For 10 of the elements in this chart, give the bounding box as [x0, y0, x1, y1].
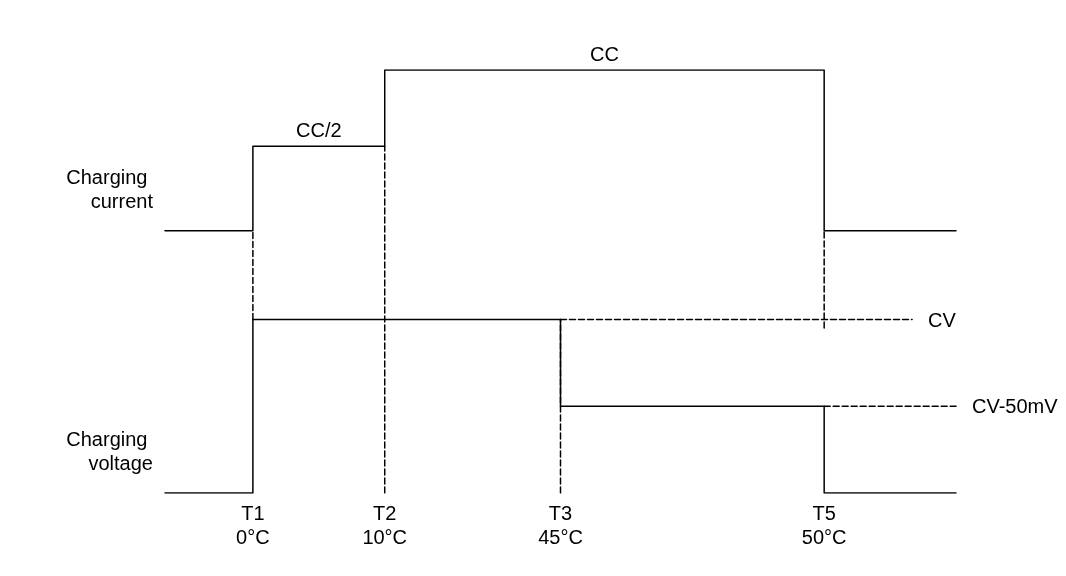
x-tick-label: T5 50°C: [801, 502, 847, 548]
x-tick-label: T3 45°C: [538, 502, 583, 548]
series-label: Charging current: [66, 165, 154, 212]
series-label: Charging voltage: [66, 428, 153, 474]
series-label: CV-50mV: [972, 395, 1059, 418]
x-tick-label: T2 10°C: [362, 502, 408, 548]
annotation: CC/2: [296, 119, 342, 142]
series-label: CV: [928, 308, 957, 331]
annotation: CC: [590, 43, 619, 65]
x-tick-label: T1 0°C: [236, 502, 270, 548]
